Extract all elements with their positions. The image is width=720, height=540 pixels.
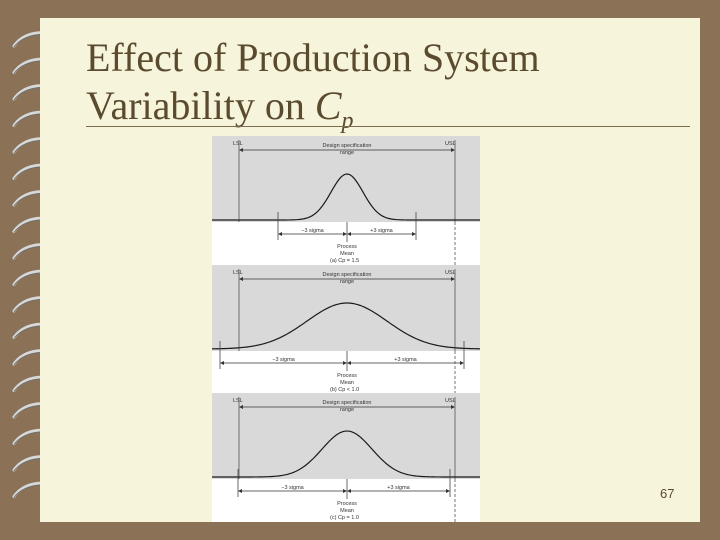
arrowhead	[446, 489, 450, 493]
panel-caption: (a) Cp = 1.5	[330, 258, 359, 264]
minus-3-sigma-label: −3 sigma	[301, 228, 324, 234]
arrowhead	[347, 361, 351, 365]
usl-label: USL	[445, 398, 456, 404]
spec-range-label: Design specification	[323, 272, 372, 278]
distribution-curve	[212, 430, 480, 478]
arrowhead	[460, 361, 464, 365]
title-line-1: Effect of Production System	[86, 35, 540, 80]
arrowhead	[451, 405, 455, 409]
spec-range-label: Design specification	[323, 400, 372, 406]
arrowhead	[238, 489, 242, 493]
title-subscript: p	[341, 108, 354, 134]
arrowhead	[239, 405, 243, 409]
usl-label: USL	[445, 141, 456, 147]
panel-label-area	[212, 479, 480, 522]
panel-label-area	[212, 222, 480, 265]
title-line-2: Variability on	[86, 83, 315, 128]
arrowhead	[347, 489, 351, 493]
spec-range-label: range	[340, 279, 354, 285]
plus-3-sigma-label: +3 sigma	[394, 357, 417, 363]
process-mean-label: Mean	[340, 380, 354, 386]
minus-3-sigma-label: −3 sigma	[272, 357, 295, 363]
panel-label-area	[212, 351, 480, 394]
arrowhead	[278, 232, 282, 236]
distribution-curve	[212, 302, 480, 350]
slide-title: Effect of Production System Variability o…	[86, 34, 540, 145]
spec-range-label: Design specification	[323, 143, 372, 149]
process-mean-label: Process	[337, 373, 357, 379]
process-mean-label: Mean	[340, 251, 354, 257]
spec-range-label: range	[340, 407, 354, 413]
plus-3-sigma-label: +3 sigma	[387, 485, 410, 491]
arrowhead	[412, 232, 416, 236]
panel-caption: (b) Cp < 1.0	[330, 387, 359, 393]
arrowhead	[451, 148, 455, 152]
spec-range-label: range	[340, 150, 354, 156]
title-underline	[86, 126, 690, 127]
page-number: 67	[660, 486, 675, 501]
arrowhead	[343, 232, 347, 236]
arrowhead	[239, 148, 243, 152]
arrowhead	[347, 232, 351, 236]
arrowhead	[239, 277, 243, 281]
plus-3-sigma-label: +3 sigma	[370, 228, 393, 234]
process-mean-label: Process	[337, 501, 357, 507]
minus-3-sigma-label: −3 sigma	[281, 485, 304, 491]
lsl-label: LSL	[233, 398, 243, 404]
process-mean-label: Process	[337, 244, 357, 250]
process-mean-label: Mean	[340, 508, 354, 514]
lsl-label: LSL	[233, 270, 243, 276]
arrowhead	[343, 361, 347, 365]
panel-caption: (c) Cp = 1.0	[330, 515, 359, 521]
distribution-curve	[212, 173, 480, 221]
usl-label: USL	[445, 270, 456, 276]
arrowhead	[220, 361, 224, 365]
arrowhead	[451, 277, 455, 281]
lsl-label: LSL	[233, 141, 243, 147]
arrowhead	[343, 489, 347, 493]
title-variable: C	[314, 83, 342, 128]
